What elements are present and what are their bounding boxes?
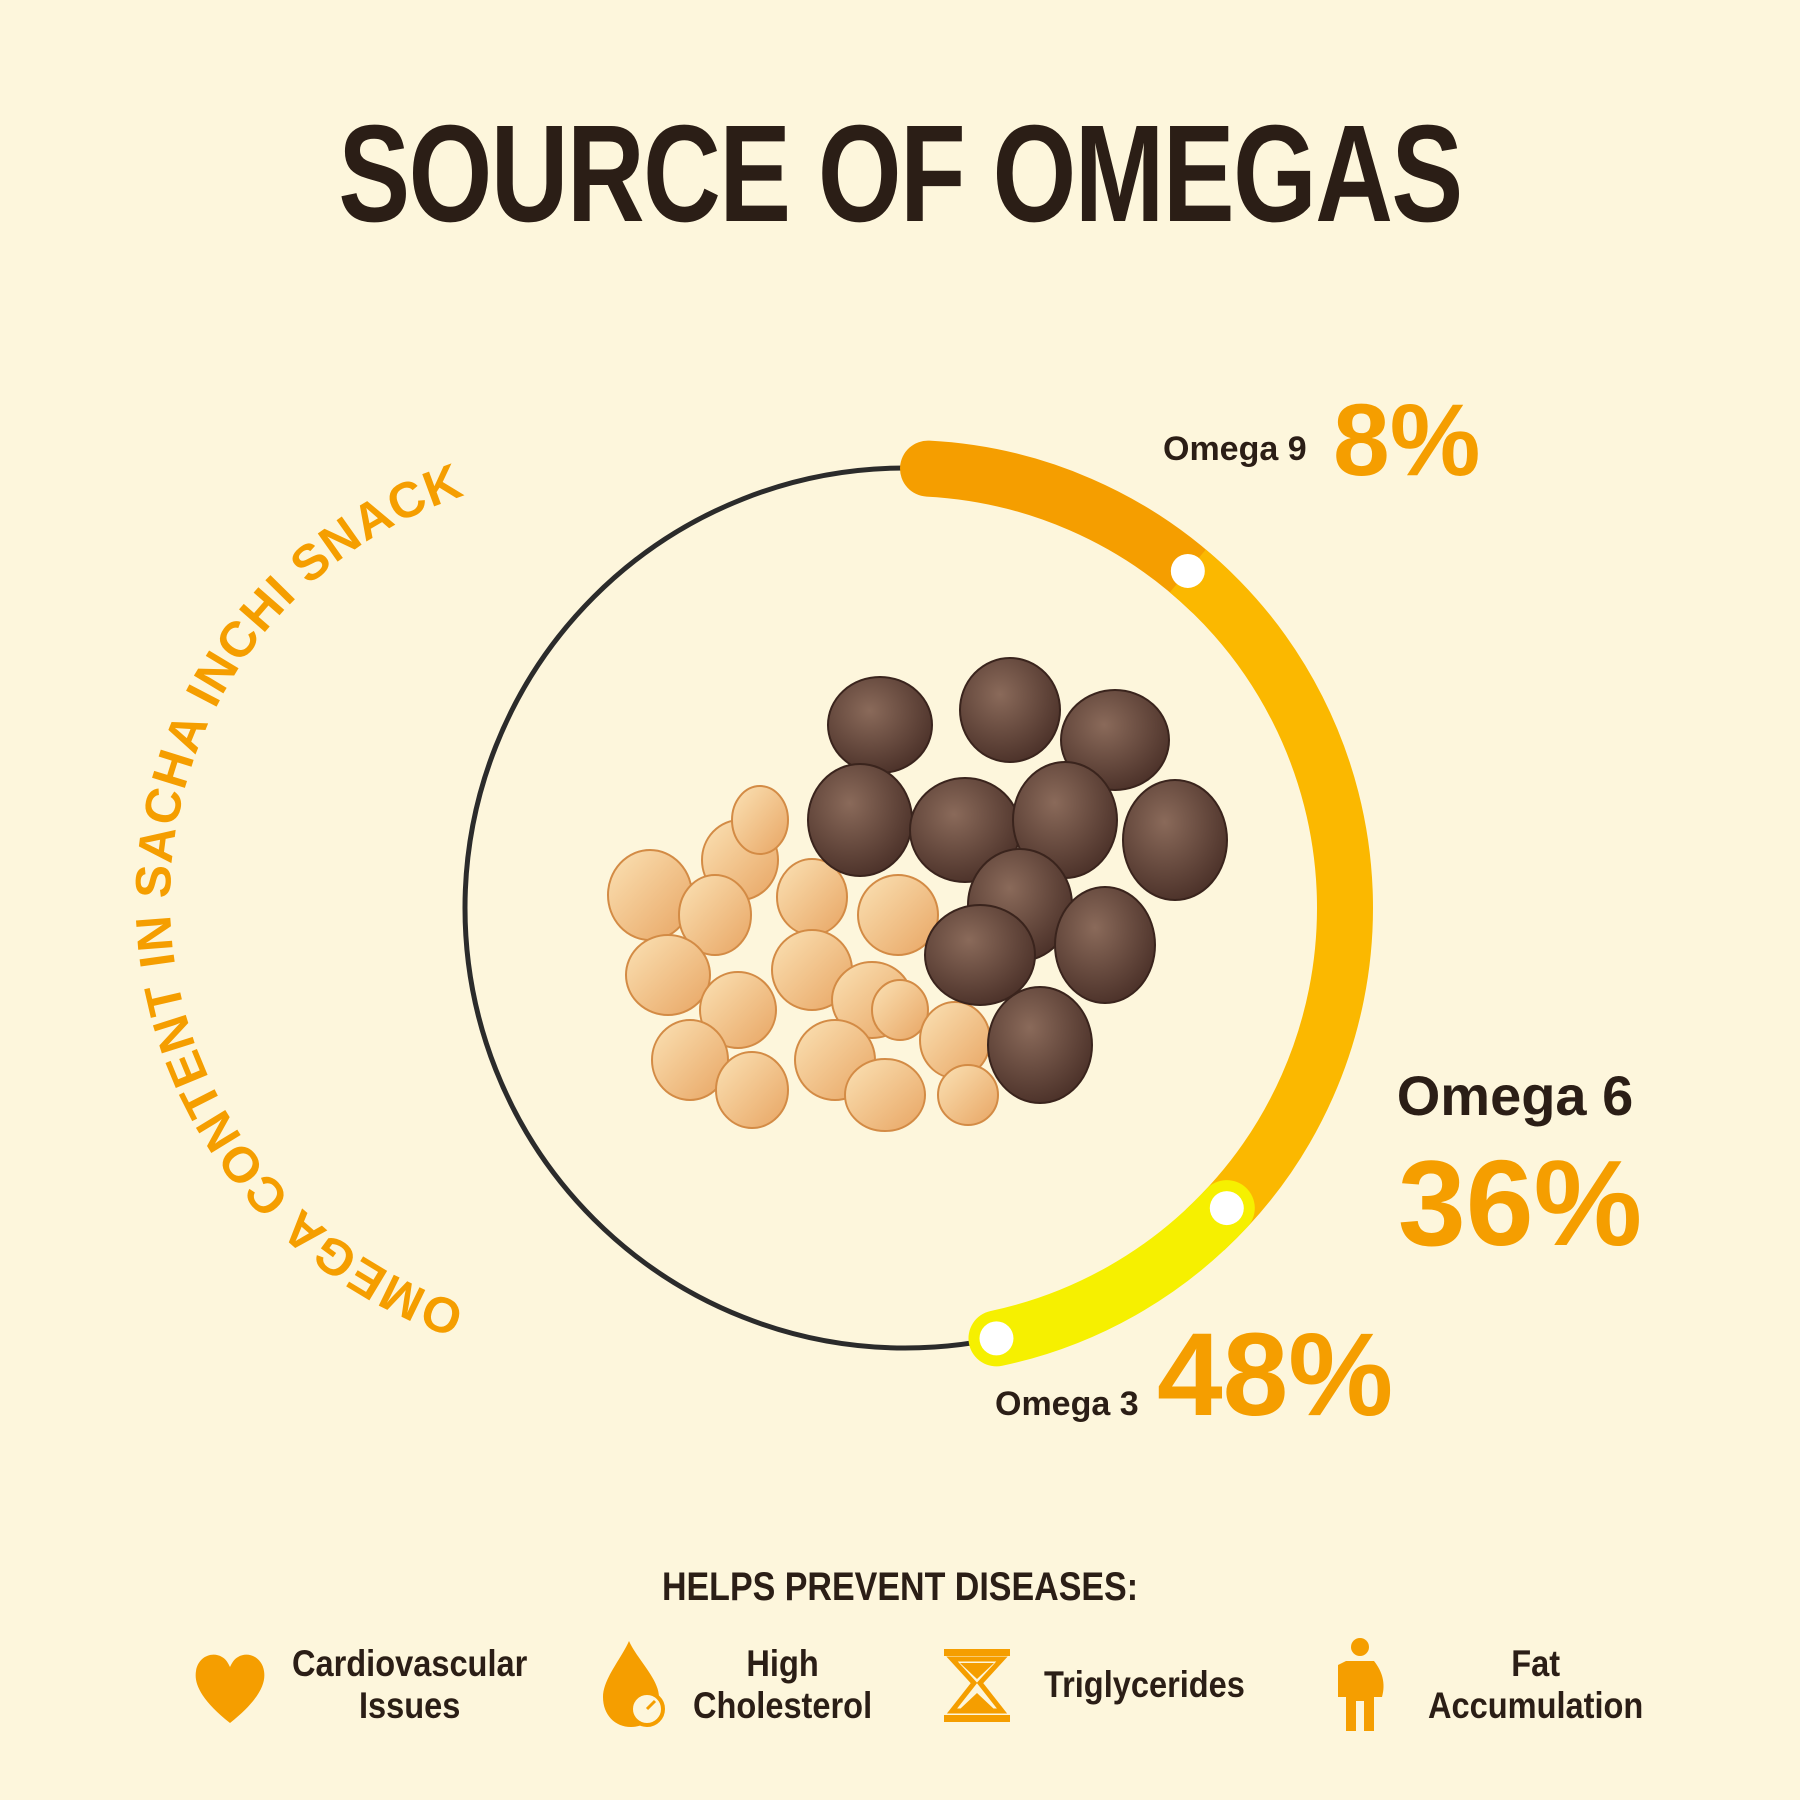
arc-caption: OMEGA CONTENT IN SACHA INCHI SNACK xyxy=(125,453,470,1348)
heart-icon xyxy=(195,1654,265,1723)
omega9-value: 8% xyxy=(1333,383,1480,497)
arc-omega6 xyxy=(1169,549,1373,1251)
benefit-label: Cardiovascular Issues xyxy=(292,1643,528,1726)
hourglass-icon xyxy=(944,1649,1010,1722)
omega6-value: 36% xyxy=(1398,1135,1642,1271)
body-icon xyxy=(1338,1638,1384,1731)
omega6-name: Omega 6 xyxy=(1397,1064,1634,1127)
benefits-heading: HELPS PREVENT DISEASES: xyxy=(661,1565,1139,1609)
benefit-label: Triglycerides xyxy=(1044,1664,1245,1705)
benefit-label: Fat Accumulation xyxy=(1428,1643,1644,1726)
marker-omega3 xyxy=(979,1321,1014,1356)
benefit-label: High Cholesterol xyxy=(693,1643,873,1726)
benefit-cardiovascular: Cardiovascular Issues xyxy=(190,1635,559,1735)
arc-omega3 xyxy=(968,1180,1255,1367)
omega9-name: Omega 9 xyxy=(1163,430,1307,468)
marker-omega6 xyxy=(1209,1191,1244,1226)
omega3-value: 48% xyxy=(1157,1309,1393,1441)
arc-omega9 xyxy=(900,440,1239,620)
omega3-name: Omega 3 xyxy=(995,1385,1139,1423)
drop-gauge-icon xyxy=(603,1641,665,1727)
benefit-triglycerides: Triglycerides xyxy=(940,1635,1272,1735)
sacha-inchi-nuts-image xyxy=(607,657,1228,1132)
benefit-cholesterol: High Cholesterol xyxy=(595,1635,897,1735)
benefit-fat-accumulation: Fat Accumulation xyxy=(1328,1635,1673,1735)
page-title: SOURCE OF OMEGAS xyxy=(338,97,1463,251)
marker-omega9 xyxy=(1170,553,1205,588)
